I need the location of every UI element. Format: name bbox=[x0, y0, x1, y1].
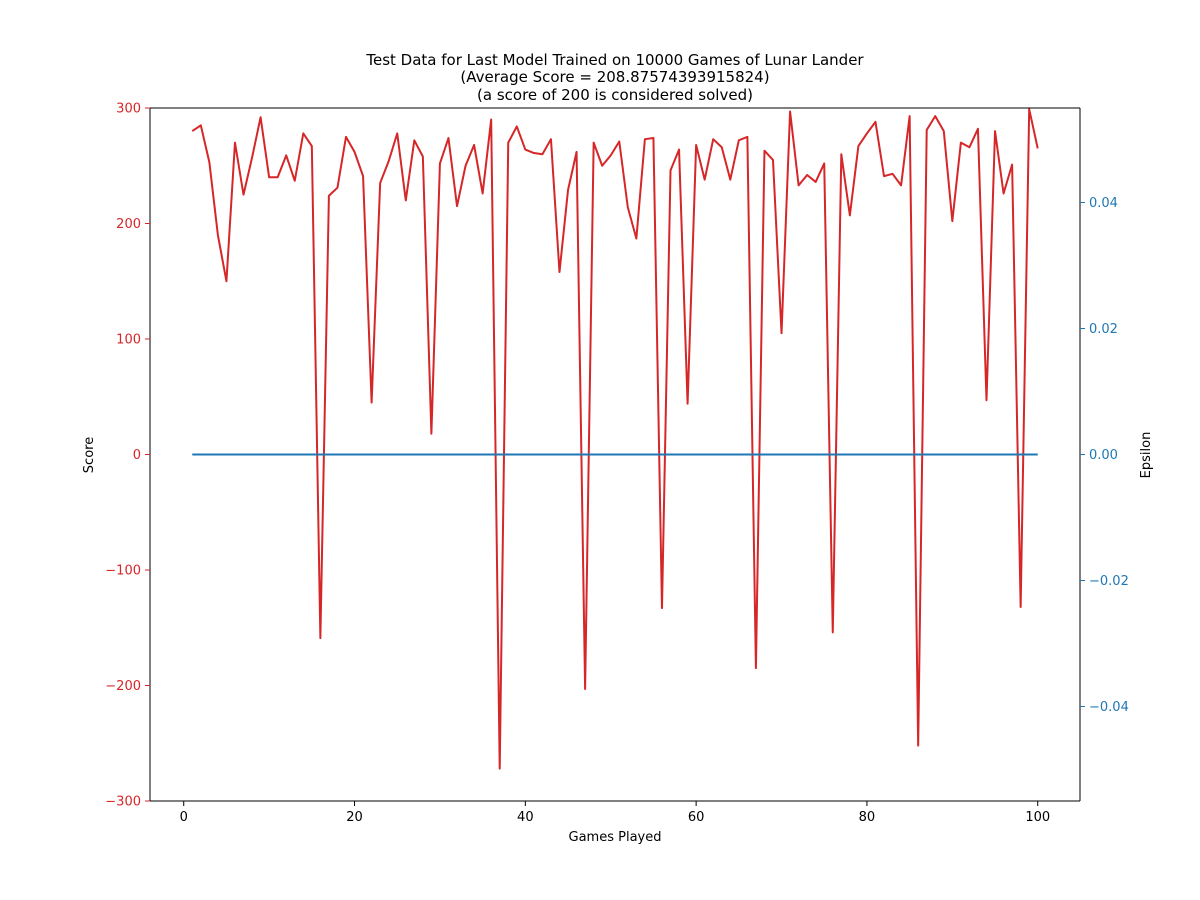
score-series-line bbox=[191, 108, 1039, 770]
x-tick-label: 80 bbox=[859, 810, 876, 825]
x-tick-label: 100 bbox=[1025, 810, 1050, 825]
plot-area: 0 20 40 60 80 100 −300 −200 −100 0 100 200 300 −0.04 −… bbox=[105, 102, 1129, 826]
x-axis-label: Games Played bbox=[569, 830, 662, 845]
x-tick-label: 40 bbox=[517, 810, 534, 825]
y-tick-label-left: 200 bbox=[116, 217, 141, 232]
y-tick-label-left: −100 bbox=[105, 564, 141, 579]
y-axis-label-left: Score bbox=[82, 437, 97, 473]
y-tick-label-right: 0.02 bbox=[1089, 322, 1118, 337]
y-axis-label-right: Epsilon bbox=[1139, 432, 1154, 479]
y-tick-label-left: 0 bbox=[133, 448, 141, 463]
y-tick-label-left: 100 bbox=[116, 333, 141, 348]
chart-title-line-1: Test Data for Last Model Trained on 1000… bbox=[365, 51, 864, 69]
x-tick-label: 60 bbox=[688, 810, 705, 825]
x-tick-label: 20 bbox=[346, 810, 363, 825]
y-tick-label-left: 300 bbox=[116, 102, 141, 117]
x-tick-label: 0 bbox=[180, 810, 188, 825]
y-tick-label-right: 0.00 bbox=[1089, 448, 1118, 463]
chart-title-line-2: (Average Score = 208.87574393915824) bbox=[460, 68, 769, 86]
y-tick-label-left: −200 bbox=[105, 679, 141, 694]
chart-title-line-3: (a score of 200 is considered solved) bbox=[477, 86, 753, 104]
y-tick-label-left: −300 bbox=[105, 795, 141, 810]
y-tick-label-right: 0.04 bbox=[1089, 196, 1118, 211]
y-tick-label-right: −0.04 bbox=[1089, 700, 1129, 715]
y-tick-label-right: −0.02 bbox=[1089, 574, 1129, 589]
